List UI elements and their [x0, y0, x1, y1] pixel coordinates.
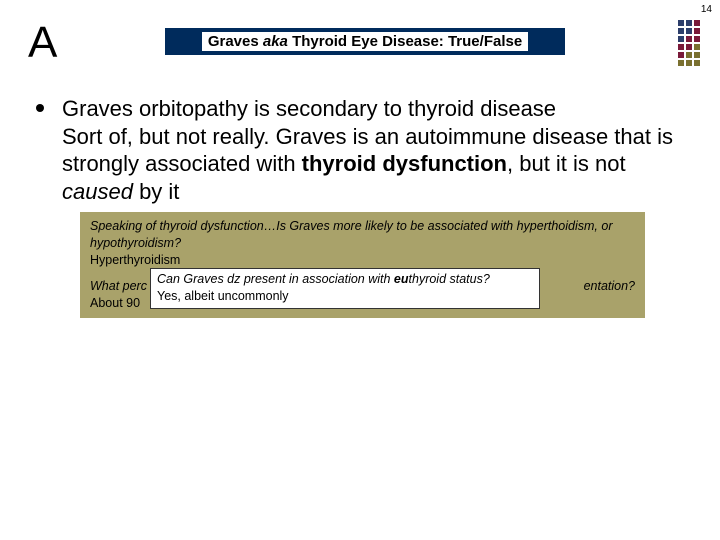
decoration-dot — [686, 28, 692, 34]
overlay-q-pre: Can Graves dz present in association wit… — [157, 272, 394, 286]
main-ital: caused — [62, 179, 133, 204]
decoration-dot — [686, 60, 692, 66]
main-post: by it — [133, 179, 179, 204]
decoration-dot — [678, 52, 684, 58]
box1-q-pre: Speaking of thyroid dysfunction…Is Grave… — [90, 219, 537, 233]
slide-title: Graves aka Thyroid Eye Disease: True/Fal… — [202, 32, 528, 51]
box1-a: Hyperthyroidism — [90, 253, 180, 267]
title-bar: Graves aka Thyroid Eye Disease: True/Fal… — [165, 28, 565, 55]
decoration-dot — [694, 52, 700, 58]
decoration-dot — [678, 36, 684, 42]
overlay-q-bold: eu — [394, 272, 409, 286]
box1-q-em1: er — [537, 219, 548, 233]
decoration-dot — [678, 20, 684, 26]
slide-letter: A — [28, 18, 57, 68]
box2-q-right: entation? — [584, 278, 635, 295]
box1-q-post: thyroidism? — [117, 236, 181, 250]
title-aka: aka — [263, 33, 288, 50]
decoration-dot — [694, 60, 700, 66]
decoration-dot — [694, 36, 700, 42]
qa-box-1: Speaking of thyroid dysfunction…Is Grave… — [80, 212, 645, 275]
overlay-a: Yes, albeit uncommonly — [157, 289, 289, 303]
title-post: Thyroid Eye Disease: True/False — [288, 33, 522, 50]
main-line1: Graves orbitopathy is secondary to thyro… — [62, 96, 556, 121]
box2-q-left: What perc — [90, 279, 147, 293]
main-bold: thyroid dysfunction — [302, 151, 507, 176]
decoration-dot — [686, 52, 692, 58]
corner-decoration — [678, 20, 700, 66]
page-number: 14 — [701, 4, 712, 15]
overlay-qa-box: Can Graves dz present in association wit… — [150, 268, 540, 309]
decoration-dot — [678, 44, 684, 50]
box2-a: About 90 — [90, 296, 140, 310]
decoration-dot — [686, 20, 692, 26]
decoration-dot — [694, 28, 700, 34]
overlay-q: Can Graves dz present in association wit… — [157, 272, 490, 286]
decoration-dot — [678, 60, 684, 66]
bullet-dot — [36, 104, 44, 112]
overlay-q-post: thyroid status? — [409, 272, 490, 286]
decoration-dot — [686, 44, 692, 50]
decoration-dot — [694, 44, 700, 50]
title-pre: Graves — [208, 33, 263, 50]
decoration-dot — [694, 20, 700, 26]
decoration-dot — [686, 36, 692, 42]
decoration-dot — [678, 28, 684, 34]
main-mid: , but it is not — [507, 151, 626, 176]
box1-q: Speaking of thyroid dysfunction…Is Grave… — [90, 219, 612, 250]
main-text: Graves orbitopathy is secondary to thyro… — [62, 95, 680, 205]
